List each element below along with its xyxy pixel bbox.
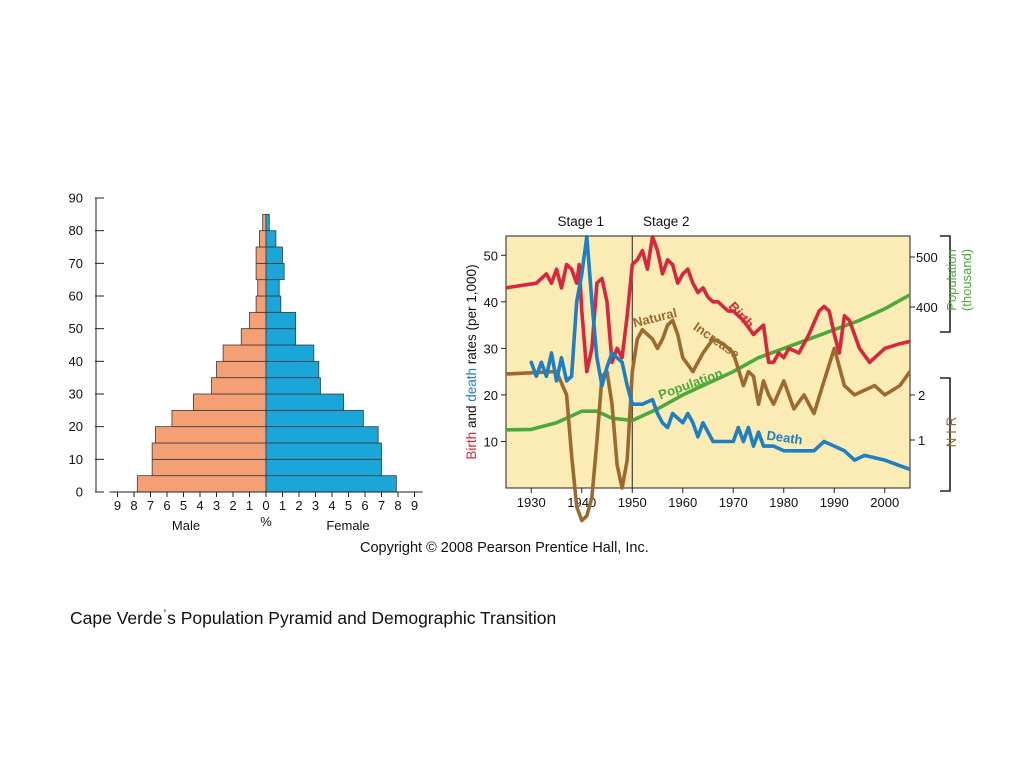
pyramid-x-tick-label: 7: [147, 498, 154, 513]
copyright-notice: Copyright © 2008 Pearson Prentice Hall, …: [360, 540, 649, 556]
pyramid-x-tick-label: 9: [411, 498, 418, 513]
stage-label: Stage 1: [557, 214, 604, 229]
pyramid-percent-label: %: [260, 514, 272, 529]
stage-label: Stage 2: [643, 214, 690, 229]
pyramid-y-tick-label: 20: [69, 419, 83, 434]
pyramid-y-tick-label: 0: [76, 485, 83, 500]
pyramid-x-tick-label: 4: [196, 498, 203, 513]
population-axis-label-line1: Population: [944, 249, 959, 310]
rate-y-axis-label: Birth and death rates (per 1,000): [464, 264, 479, 459]
caption-part-1: Cape Verde: [70, 608, 163, 628]
pyramid-x-tick-label: 7: [378, 498, 385, 513]
rate-y-tick-label: 20: [484, 388, 498, 403]
caption-part-2: s Population Pyramid and Demographic Tra…: [167, 608, 557, 628]
population-tick-label: 400: [916, 300, 938, 315]
year-tick-label: 2000: [870, 495, 899, 510]
pyramid-male-label: Male: [172, 518, 200, 533]
rate-y-axis-label-part: rates (per 1,000): [464, 264, 479, 368]
pyramid-x-tick-label: 9: [114, 498, 121, 513]
pyramid-x-tick-label: 5: [180, 498, 187, 513]
year-tick-label: 1950: [618, 495, 647, 510]
pyramid-x-tick-label: 2: [229, 498, 236, 513]
pyramid-y-tick-label: 80: [69, 223, 83, 238]
rate-y-tick-label: 40: [484, 295, 498, 310]
year-tick-label: 1970: [719, 495, 748, 510]
pyramid-x-tick-label: 3: [213, 498, 220, 513]
nir-bracket: [940, 377, 951, 492]
pyramid-y-tick-label: 60: [69, 289, 83, 304]
rate-y-axis-label-part: and: [464, 402, 479, 432]
rate-y-tick-label: 50: [484, 248, 498, 263]
death-line: [529, 234, 910, 472]
year-tick-label: 1960: [668, 495, 697, 510]
nir-tick-label: 1: [918, 433, 925, 448]
female-bar: [265, 230, 277, 248]
rate-y-tick-label: 10: [484, 434, 498, 449]
pyramid-x-tick-label: 6: [163, 498, 170, 513]
pyramid-x-tick-label: 8: [130, 498, 137, 513]
birth-line: [506, 234, 910, 374]
nir-axis-label: N I R: [944, 416, 959, 447]
annotation-death: Death: [766, 428, 804, 448]
pyramid-y-tick-label: 40: [69, 354, 83, 369]
year-tick-label: 1990: [820, 495, 849, 510]
population-line: [506, 293, 910, 432]
year-tick-label: 1980: [769, 495, 798, 510]
natural-increase-line: [506, 318, 910, 523]
pyramid-x-tick-label: 8: [394, 498, 401, 513]
rate-y-tick-label: 30: [484, 341, 498, 356]
population-axis-label-line2: (thousand): [959, 249, 974, 311]
caption-apostrophe: ’: [163, 607, 167, 621]
pyramid-x-tick-label: 3: [312, 498, 319, 513]
pyramid-x-tick-label: 6: [361, 498, 368, 513]
pyramid-x-tick-label: 2: [295, 498, 302, 513]
transition-plot-area: [505, 235, 911, 489]
pyramid-x-tick-label: 5: [345, 498, 352, 513]
rate-y-axis-label-part: Birth: [464, 432, 479, 460]
rate-y-axis-label-part: death: [464, 368, 479, 402]
female-bar: [265, 213, 270, 232]
pyramid-x-tick-label: 0: [262, 498, 269, 513]
nir-tick-label: 2: [918, 388, 925, 403]
pyramid-x-tick-label: 1: [279, 498, 286, 513]
pyramid-y-tick-label: 10: [69, 452, 83, 467]
series-group: [506, 234, 910, 523]
slide-caption: Cape Verde’s Population Pyramid and Demo…: [70, 607, 557, 629]
year-tick-label: 1930: [517, 495, 546, 510]
pyramid-y-tick-label: 90: [69, 191, 83, 206]
pyramid-y-tick-label: 70: [69, 256, 83, 271]
population-bracket: [940, 235, 951, 333]
pyramid-female-label: Female: [326, 518, 369, 533]
pyramid-y-tick-label: 30: [69, 387, 83, 402]
pyramid-x-tick-label: 4: [328, 498, 335, 513]
pyramid-y-tick-label: 50: [69, 321, 83, 336]
pyramid-x-tick-label: 1: [246, 498, 253, 513]
population-tick-label: 500: [916, 250, 938, 265]
